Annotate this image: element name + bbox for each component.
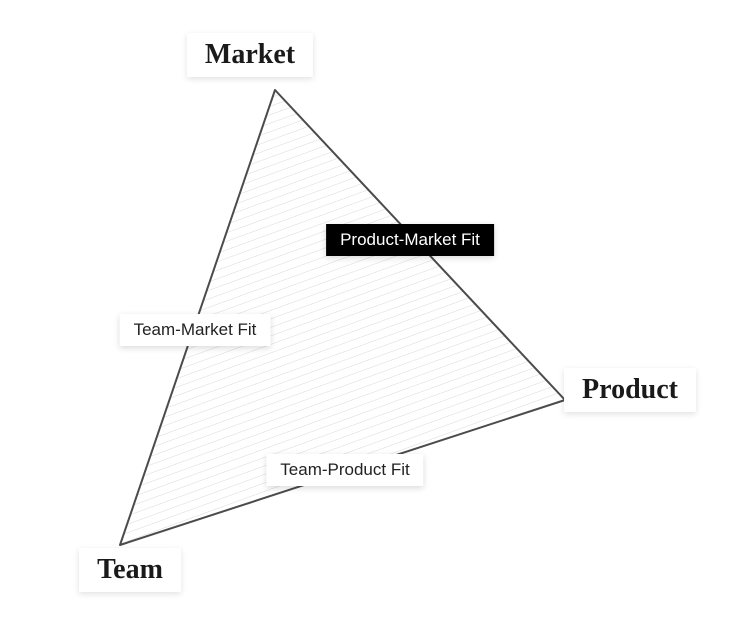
- vertex-label-product: Product: [564, 368, 696, 412]
- edge-label-team-product: Team-Product Fit: [266, 454, 423, 486]
- triangle-svg: [0, 0, 750, 619]
- vertex-label-market: Market: [187, 33, 313, 77]
- diagram-canvas: Market Product Team Product-Market Fit T…: [0, 0, 750, 619]
- vertex-label-team: Team: [79, 548, 181, 592]
- edge-label-product-market: Product-Market Fit: [326, 224, 494, 256]
- edge-label-team-market: Team-Market Fit: [120, 314, 271, 346]
